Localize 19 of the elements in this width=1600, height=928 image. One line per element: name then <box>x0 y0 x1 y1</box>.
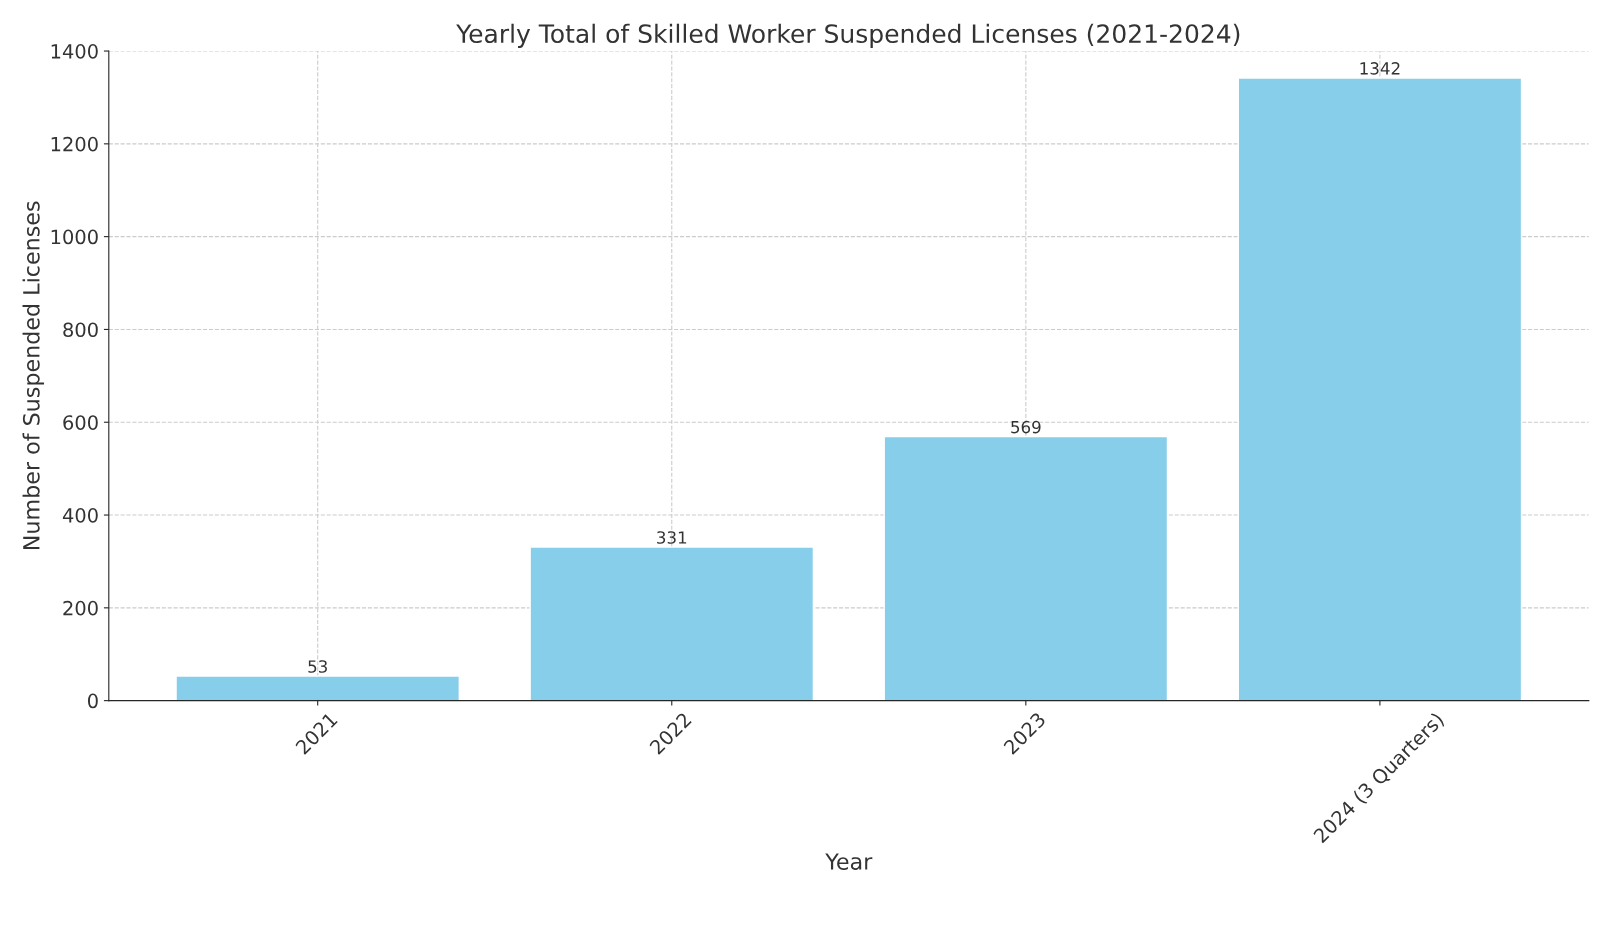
bar <box>175 675 461 701</box>
y-tick-label: 800 <box>63 322 98 338</box>
y-tick-label: 0 <box>87 693 98 709</box>
y-tick-label: 1000 <box>51 229 98 245</box>
y-axis-title: Number of Suspended Licenses <box>22 201 45 550</box>
data-label: 331 <box>657 531 687 544</box>
y-tick-label: 400 <box>62 508 98 523</box>
y-tick-label: 1400 <box>51 44 98 59</box>
bar <box>1237 77 1523 701</box>
chart-title: Yearly Total of Skilled Worker Suspended Licenses (2021-2024) <box>456 23 1240 48</box>
data-label: 53 <box>308 660 327 673</box>
data-label: 1342 <box>1360 62 1400 75</box>
bar <box>883 435 1169 701</box>
y-tick-label: 200 <box>63 600 98 616</box>
data-label: 569 <box>1011 420 1041 434</box>
y-tick-label: 1200 <box>51 136 98 152</box>
y-tick-label: 600 <box>63 415 98 430</box>
x-axis-title: Year <box>825 853 873 870</box>
bar <box>529 546 815 701</box>
